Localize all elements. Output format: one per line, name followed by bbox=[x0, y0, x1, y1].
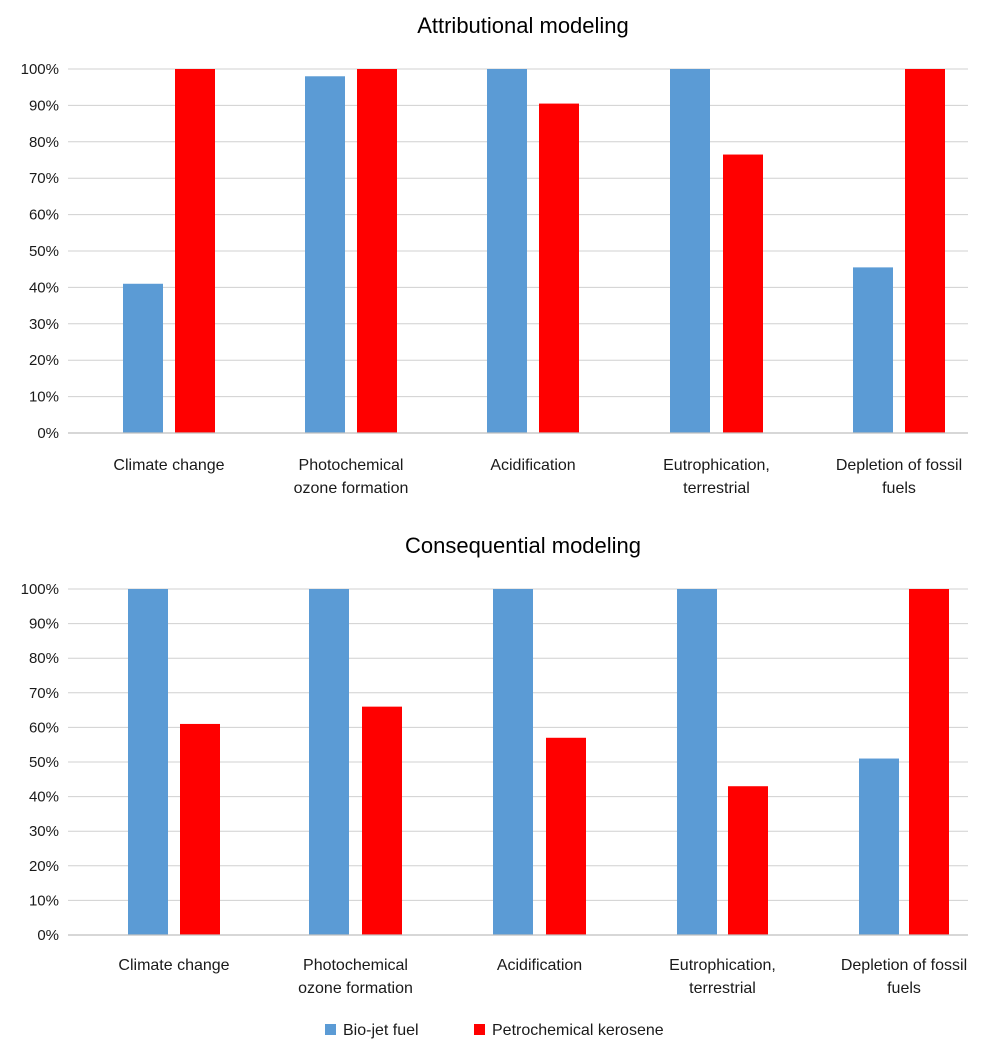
bar bbox=[123, 283, 163, 433]
category-label: Depletion of fossil bbox=[836, 457, 962, 474]
y-tick-label: 80% bbox=[29, 650, 59, 667]
bar bbox=[180, 723, 220, 935]
y-tick-label: 30% bbox=[29, 316, 59, 333]
y-tick-label: 0% bbox=[37, 425, 59, 442]
category-label: fuels bbox=[882, 480, 916, 497]
chart-title: Consequential modeling bbox=[405, 533, 641, 558]
y-tick-label: 100% bbox=[21, 61, 59, 78]
y-tick-label: 70% bbox=[29, 685, 59, 702]
bar bbox=[362, 706, 402, 935]
category-label: Acidification bbox=[497, 957, 582, 974]
legend: Bio-jet fuel Petrochemical kerosene bbox=[325, 1022, 664, 1039]
bar bbox=[905, 69, 945, 433]
y-tick-label: 40% bbox=[29, 789, 59, 806]
category-label: terrestrial bbox=[689, 980, 756, 997]
category-label: ozone formation bbox=[298, 980, 413, 997]
bar bbox=[859, 758, 899, 935]
legend-swatch bbox=[474, 1024, 485, 1035]
chart-2: Consequential modeling 0% 10% 20% 30% 40% 50% 6… bbox=[21, 533, 968, 997]
chart-title: Attributional modeling bbox=[417, 13, 629, 38]
bar bbox=[175, 69, 215, 433]
y-tick-label: 90% bbox=[29, 616, 59, 633]
legend-swatch bbox=[325, 1024, 336, 1035]
category-label: ozone formation bbox=[294, 480, 409, 497]
y-tick-label: 20% bbox=[29, 858, 59, 875]
category-label: fuels bbox=[887, 980, 921, 997]
bar bbox=[539, 103, 579, 433]
bar bbox=[853, 267, 893, 433]
category-label: Climate change bbox=[113, 457, 224, 474]
bar bbox=[677, 589, 717, 935]
legend-label: Bio-jet fuel bbox=[343, 1022, 419, 1039]
y-tick-label: 0% bbox=[37, 927, 59, 944]
bar bbox=[546, 737, 586, 935]
y-tick-label: 60% bbox=[29, 719, 59, 736]
category-label: Climate change bbox=[118, 957, 229, 974]
category-label: Eutrophication, bbox=[669, 957, 776, 974]
y-tick-label: 30% bbox=[29, 823, 59, 840]
category-label: Eutrophication, bbox=[663, 457, 770, 474]
y-tick-label: 40% bbox=[29, 279, 59, 296]
y-tick-label: 90% bbox=[29, 97, 59, 114]
y-tick-label: 50% bbox=[29, 754, 59, 771]
bar bbox=[723, 154, 763, 434]
y-tick-label: 10% bbox=[29, 892, 59, 909]
bar bbox=[670, 69, 710, 433]
legend-label: Petrochemical kerosene bbox=[492, 1022, 664, 1039]
chart-1: Attributional modeling 0% 10% 20% 30% 40% 50% 6… bbox=[21, 13, 968, 497]
y-tick-label: 70% bbox=[29, 170, 59, 187]
bar bbox=[128, 589, 168, 935]
category-label: Photochemical bbox=[299, 457, 404, 474]
category-label: Depletion of fossil bbox=[841, 957, 967, 974]
bar bbox=[305, 76, 345, 433]
y-tick-label: 20% bbox=[29, 352, 59, 369]
y-tick-label: 10% bbox=[29, 389, 59, 406]
bar bbox=[728, 786, 768, 935]
bar bbox=[357, 69, 397, 433]
y-tick-label: 100% bbox=[21, 581, 59, 598]
bar bbox=[909, 589, 949, 935]
category-label: Acidification bbox=[490, 457, 575, 474]
y-tick-label: 80% bbox=[29, 134, 59, 151]
y-tick-label: 60% bbox=[29, 207, 59, 224]
y-tick-label: 50% bbox=[29, 243, 59, 260]
bar bbox=[487, 69, 527, 433]
category-label: Photochemical bbox=[303, 957, 408, 974]
category-label: terrestrial bbox=[683, 480, 750, 497]
bar bbox=[493, 589, 533, 935]
bar bbox=[309, 589, 349, 935]
